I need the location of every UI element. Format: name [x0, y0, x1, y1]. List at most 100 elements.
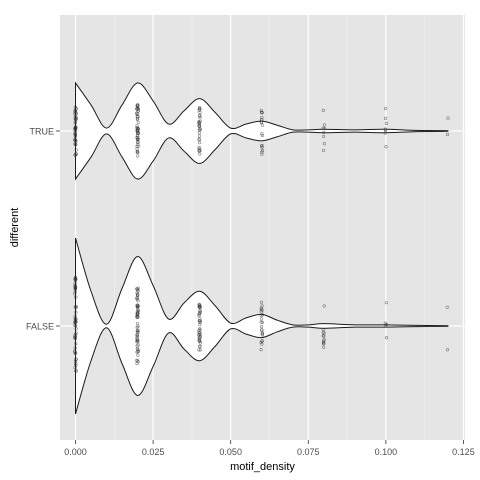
data-point	[135, 361, 139, 366]
data-point	[198, 320, 202, 325]
data-point	[322, 142, 327, 146]
data-point	[74, 126, 78, 130]
data-point	[198, 152, 202, 156]
data-point	[73, 132, 77, 136]
data-point	[445, 305, 449, 309]
data-point	[73, 305, 77, 309]
data-point	[384, 121, 389, 125]
data-point	[198, 327, 202, 331]
data-point	[322, 339, 326, 343]
data-point	[445, 348, 450, 352]
data-point	[259, 306, 264, 310]
data-point	[259, 307, 263, 311]
data-point	[73, 350, 77, 354]
data-point	[73, 126, 78, 130]
data-point	[136, 293, 140, 297]
data-point	[260, 118, 264, 122]
data-point	[74, 362, 78, 366]
data-point	[197, 332, 201, 337]
data-point	[73, 337, 77, 341]
data-point	[136, 299, 140, 303]
data-point	[260, 331, 265, 335]
data-point	[73, 114, 77, 118]
data-point	[322, 304, 326, 308]
x-axis: 0.000 0.025 0.050 0.075 0.100 0.125	[64, 440, 475, 457]
data-point	[74, 369, 78, 373]
data-point	[73, 131, 77, 136]
data-point	[136, 109, 140, 113]
data-point	[135, 358, 139, 362]
data-point	[198, 141, 202, 145]
data-point	[198, 310, 202, 314]
data-point	[197, 121, 201, 125]
data-point	[260, 339, 264, 343]
x-tick-label: 0.000	[64, 447, 87, 457]
data-point	[74, 148, 78, 152]
data-point	[259, 110, 264, 114]
data-point	[197, 146, 201, 151]
data-point	[322, 123, 327, 127]
data-point	[197, 123, 201, 128]
data-point	[73, 290, 77, 294]
data-point	[321, 108, 325, 112]
data-point	[383, 131, 387, 135]
data-point	[197, 131, 201, 135]
data-point	[198, 344, 202, 348]
data-point	[322, 134, 326, 139]
y-axis-title: different	[9, 208, 21, 248]
data-point	[136, 120, 140, 125]
data-point	[136, 144, 140, 148]
data-point	[136, 353, 140, 357]
data-point	[197, 328, 201, 333]
data-point	[135, 112, 139, 117]
x-axis-title: motif_density	[230, 461, 295, 473]
data-point	[135, 344, 139, 348]
data-point	[322, 130, 326, 134]
data-point	[74, 117, 78, 121]
data-point	[198, 322, 202, 327]
data-point	[73, 333, 77, 337]
x-tick-label: 0.050	[219, 447, 242, 457]
data-point	[198, 348, 202, 352]
data-point	[321, 333, 325, 338]
data-point	[135, 315, 139, 319]
y-axis: FALSE TRUE	[26, 127, 60, 332]
data-point	[135, 149, 140, 154]
data-point	[73, 285, 78, 290]
data-point	[135, 137, 140, 141]
data-point	[136, 350, 140, 354]
data-point	[73, 120, 77, 124]
data-point	[197, 337, 202, 341]
data-point	[73, 105, 77, 109]
data-point	[197, 336, 201, 340]
data-point	[260, 143, 264, 148]
data-point	[73, 346, 77, 350]
data-point	[136, 140, 140, 145]
data-point	[322, 345, 326, 349]
data-point	[384, 145, 388, 149]
data-point	[136, 348, 140, 352]
data-point	[135, 322, 140, 326]
data-point	[384, 336, 389, 340]
data-point	[74, 341, 78, 346]
data-point	[384, 322, 389, 327]
points	[73, 103, 450, 373]
data-point	[260, 133, 265, 138]
data-point	[136, 154, 140, 158]
data-point	[135, 329, 139, 333]
data-point	[74, 363, 78, 367]
data-point	[198, 116, 202, 120]
data-point	[73, 359, 77, 364]
data-point	[198, 317, 202, 321]
data-point	[445, 132, 450, 137]
data-point	[73, 138, 77, 142]
data-point	[73, 314, 77, 318]
data-point	[74, 107, 78, 111]
data-point	[136, 142, 140, 146]
data-point	[135, 130, 140, 135]
data-point	[321, 330, 326, 334]
data-point	[198, 110, 202, 114]
data-point	[197, 305, 201, 309]
data-point	[260, 145, 264, 149]
data-point	[322, 334, 326, 338]
